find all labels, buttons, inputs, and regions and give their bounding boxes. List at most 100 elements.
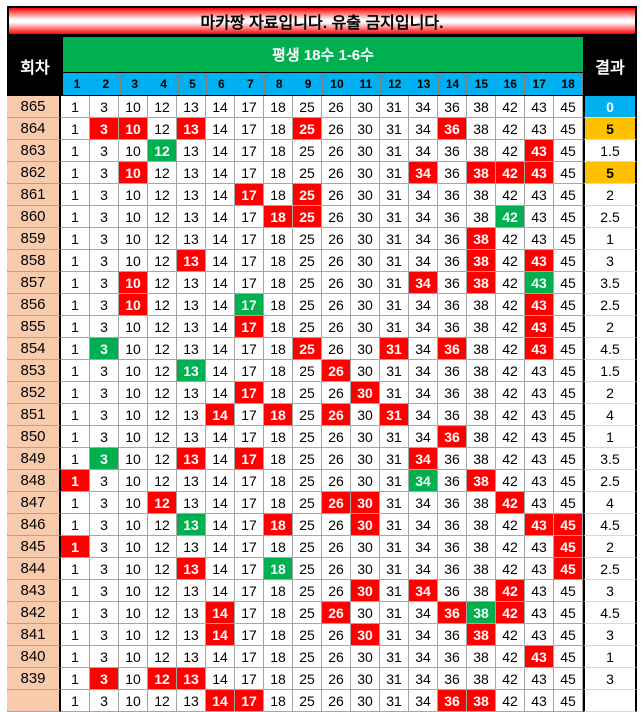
number-cell[interactable]: 18 bbox=[264, 448, 293, 470]
number-cell-bonus[interactable]: 34 bbox=[409, 470, 438, 492]
number-cell[interactable]: 34 bbox=[409, 206, 438, 228]
number-cell-bonus[interactable]: 38 bbox=[467, 602, 496, 624]
number-cell[interactable]: 45 bbox=[554, 580, 583, 602]
result-cell[interactable]: 4.5 bbox=[583, 602, 637, 624]
number-cell-hit[interactable]: 34 bbox=[409, 448, 438, 470]
number-cell-hit[interactable]: 30 bbox=[351, 382, 380, 404]
number-cell[interactable]: 31 bbox=[380, 206, 409, 228]
number-cell[interactable]: 12 bbox=[148, 316, 177, 338]
number-cell-hit[interactable]: 10 bbox=[119, 118, 148, 140]
number-cell[interactable]: 13 bbox=[177, 382, 206, 404]
number-cell[interactable]: 17 bbox=[235, 228, 264, 250]
number-cell[interactable]: 10 bbox=[119, 404, 148, 426]
column-number-header[interactable]: 6 bbox=[207, 73, 237, 95]
number-cell[interactable]: 31 bbox=[380, 492, 409, 514]
result-cell[interactable]: 2 bbox=[583, 382, 637, 404]
number-cell[interactable]: 3 bbox=[90, 558, 119, 580]
number-cell[interactable]: 1 bbox=[61, 184, 90, 206]
number-cell[interactable]: 42 bbox=[496, 184, 525, 206]
number-cell[interactable]: 10 bbox=[119, 140, 148, 162]
result-cell[interactable]: 2 bbox=[583, 316, 637, 338]
round-cell[interactable]: 854 bbox=[7, 338, 61, 360]
result-cell[interactable]: 2.5 bbox=[583, 558, 637, 580]
number-cell[interactable]: 14 bbox=[206, 646, 235, 668]
number-cell[interactable]: 36 bbox=[438, 206, 467, 228]
number-cell[interactable]: 34 bbox=[409, 602, 438, 624]
number-cell[interactable]: 10 bbox=[119, 250, 148, 272]
number-cell[interactable]: 25 bbox=[293, 426, 322, 448]
number-cell[interactable]: 3 bbox=[90, 140, 119, 162]
number-cell[interactable]: 14 bbox=[206, 294, 235, 316]
number-cell[interactable]: 26 bbox=[322, 558, 351, 580]
number-cell[interactable]: 36 bbox=[438, 360, 467, 382]
number-cell[interactable]: 10 bbox=[119, 646, 148, 668]
column-number-header[interactable]: 4 bbox=[149, 73, 179, 95]
number-cell[interactable]: 1 bbox=[61, 294, 90, 316]
number-cell[interactable]: 25 bbox=[293, 272, 322, 294]
number-cell[interactable]: 25 bbox=[293, 580, 322, 602]
number-cell[interactable]: 18 bbox=[264, 426, 293, 448]
number-cell[interactable]: 31 bbox=[380, 536, 409, 558]
number-cell[interactable]: 14 bbox=[206, 272, 235, 294]
number-cell-hit[interactable]: 36 bbox=[438, 690, 467, 712]
number-cell[interactable]: 36 bbox=[438, 492, 467, 514]
number-cell-hit[interactable]: 30 bbox=[351, 514, 380, 536]
number-cell[interactable]: 14 bbox=[206, 228, 235, 250]
number-cell[interactable]: 45 bbox=[554, 668, 583, 690]
number-cell[interactable]: 17 bbox=[235, 536, 264, 558]
number-cell-bonus[interactable]: 3 bbox=[90, 338, 119, 360]
number-cell[interactable]: 12 bbox=[148, 602, 177, 624]
round-cell[interactable]: 859 bbox=[7, 228, 61, 250]
number-cell[interactable]: 13 bbox=[177, 316, 206, 338]
number-cell[interactable]: 26 bbox=[322, 448, 351, 470]
number-cell[interactable]: 25 bbox=[293, 448, 322, 470]
number-cell[interactable]: 13 bbox=[177, 96, 206, 118]
number-cell[interactable]: 42 bbox=[496, 316, 525, 338]
number-cell[interactable]: 13 bbox=[177, 228, 206, 250]
number-cell[interactable]: 12 bbox=[148, 514, 177, 536]
number-cell[interactable]: 3 bbox=[90, 514, 119, 536]
number-cell[interactable]: 42 bbox=[496, 426, 525, 448]
number-cell[interactable]: 42 bbox=[496, 470, 525, 492]
result-cell[interactable]: 1.5 bbox=[583, 140, 637, 162]
result-cell[interactable]: 4.5 bbox=[583, 338, 637, 360]
number-cell[interactable]: 26 bbox=[322, 426, 351, 448]
number-cell[interactable]: 36 bbox=[438, 96, 467, 118]
number-cell[interactable]: 42 bbox=[496, 448, 525, 470]
number-cell[interactable]: 38 bbox=[467, 96, 496, 118]
round-cell[interactable]: 864 bbox=[7, 118, 61, 140]
number-cell[interactable]: 31 bbox=[380, 426, 409, 448]
number-cell[interactable]: 38 bbox=[467, 140, 496, 162]
number-cell[interactable]: 13 bbox=[177, 624, 206, 646]
number-cell[interactable]: 42 bbox=[496, 228, 525, 250]
result-cell[interactable]: 2.5 bbox=[583, 206, 637, 228]
number-cell[interactable]: 14 bbox=[206, 382, 235, 404]
number-cell[interactable]: 34 bbox=[409, 426, 438, 448]
number-cell[interactable]: 45 bbox=[554, 382, 583, 404]
number-cell[interactable]: 42 bbox=[496, 250, 525, 272]
number-cell[interactable]: 25 bbox=[293, 646, 322, 668]
number-cell-hit[interactable]: 38 bbox=[467, 228, 496, 250]
result-cell[interactable]: 3 bbox=[583, 580, 637, 602]
number-cell[interactable]: 36 bbox=[438, 382, 467, 404]
number-cell[interactable]: 26 bbox=[322, 272, 351, 294]
number-cell[interactable]: 18 bbox=[264, 338, 293, 360]
number-cell[interactable]: 45 bbox=[554, 184, 583, 206]
number-cell[interactable]: 34 bbox=[409, 338, 438, 360]
number-cell[interactable]: 34 bbox=[409, 184, 438, 206]
number-cell[interactable]: 17 bbox=[235, 140, 264, 162]
number-cell[interactable]: 43 bbox=[525, 206, 554, 228]
number-cell[interactable]: 1 bbox=[61, 624, 90, 646]
number-cell-hit[interactable]: 43 bbox=[525, 316, 554, 338]
number-cell-hit[interactable]: 42 bbox=[496, 492, 525, 514]
number-cell[interactable]: 25 bbox=[293, 624, 322, 646]
number-cell[interactable]: 42 bbox=[496, 624, 525, 646]
number-cell[interactable]: 34 bbox=[409, 250, 438, 272]
number-cell[interactable]: 10 bbox=[119, 426, 148, 448]
number-cell[interactable]: 30 bbox=[351, 536, 380, 558]
number-cell[interactable]: 18 bbox=[264, 470, 293, 492]
number-cell-hit[interactable]: 12 bbox=[148, 668, 177, 690]
round-cell[interactable]: 853 bbox=[7, 360, 61, 382]
number-cell-hit[interactable]: 43 bbox=[525, 646, 554, 668]
number-cell-hit[interactable]: 43 bbox=[525, 140, 554, 162]
